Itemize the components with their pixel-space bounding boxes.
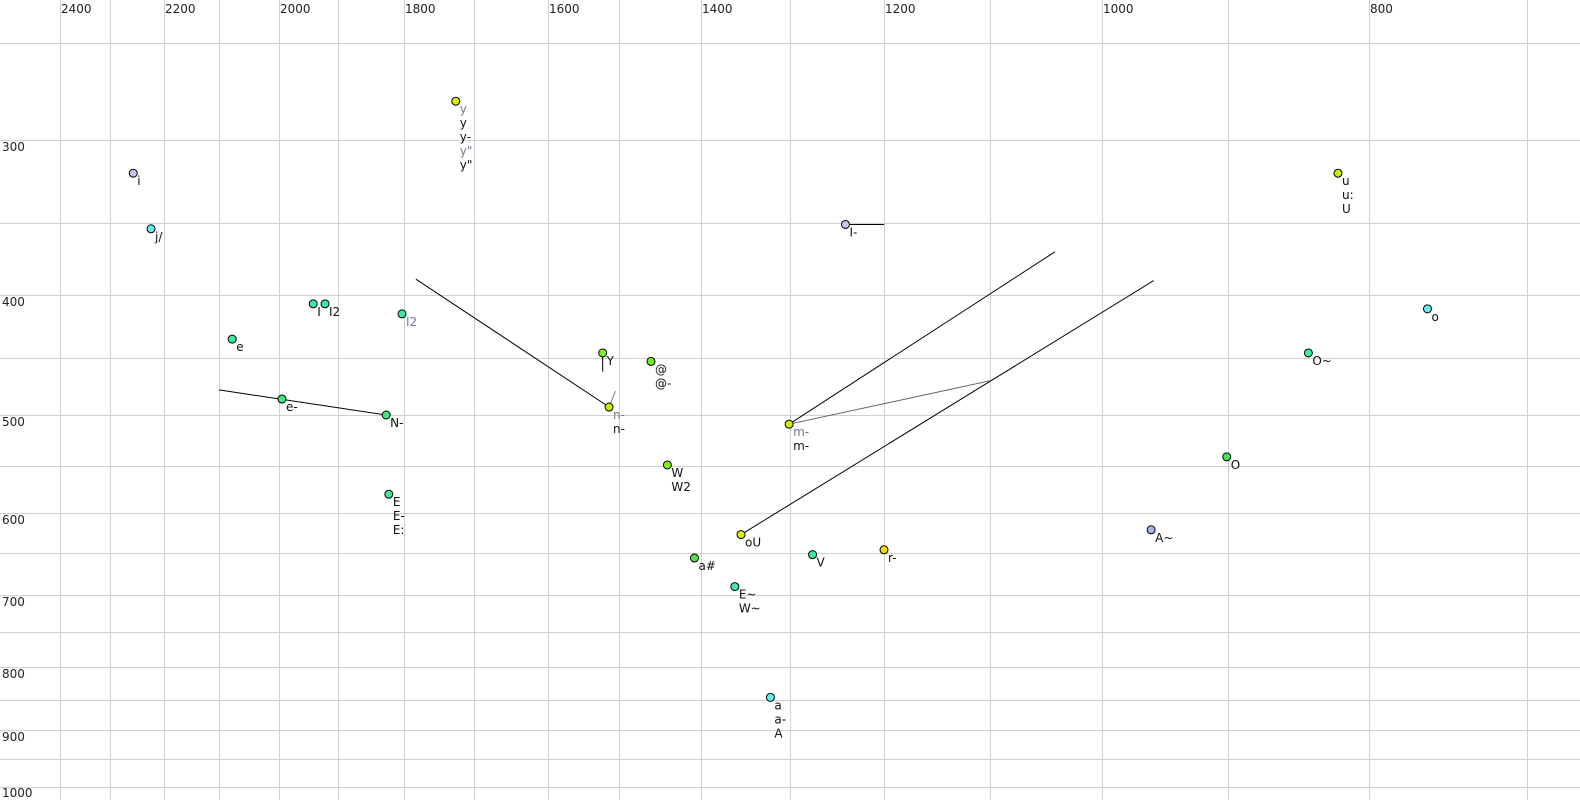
data-point [397,309,407,319]
point-label: a [774,698,781,712]
data-point [308,299,318,309]
point-label: I [317,305,321,319]
point-label: E: [393,523,405,537]
point-label: e [236,340,243,354]
data-point [128,168,138,178]
x-tick-label: 1200 [885,2,916,16]
data-point [381,410,391,420]
point-label: O [1231,458,1240,472]
points: ij/eI I2I2e-N-EE-E:yyy-y"y"Y@@-n-n-m-m-WW… [128,96,1439,740]
x-tick-label: 2000 [280,2,311,16]
point-label: o [1431,310,1438,324]
point-label: y [460,116,467,130]
data-point [689,553,699,563]
x-tick-label: 1000 [1103,2,1134,16]
trajectory-line [740,280,1154,536]
point-label: a# [698,559,715,573]
point-label: W2 [671,480,691,494]
point-label: N- [390,416,403,430]
data-point [662,460,672,470]
y-tick-label: 300 [2,140,25,154]
point-label: y" [460,144,473,158]
data-point [451,96,461,106]
data-point [227,334,237,344]
point-label: n- [613,408,625,422]
x-tick-label: 2200 [165,2,196,16]
data-point [1146,525,1156,535]
point-label: u [1342,174,1350,188]
point-label: E [393,495,401,509]
point-label: A [774,726,783,740]
point-label: U [1342,202,1351,216]
y-tick-label: 700 [2,595,25,609]
point-label: y [460,102,467,116]
y-tick-label: 1000 [2,786,33,800]
point-label: Y [606,354,615,368]
y-axis-ticks: 300 400 500 600 700 800 900 1000 [2,140,33,800]
point-label: y" [460,158,473,172]
data-point [646,356,656,366]
y-tick-label: 800 [2,667,25,681]
point-label: O~ [1312,354,1332,368]
trajectory-line [788,251,1056,425]
point-label: V [817,556,826,570]
point-label: E~ [739,588,757,602]
y-tick-label: 500 [2,415,25,429]
data-point [840,219,850,229]
x-tick-label: 800 [1370,2,1393,16]
data-point [320,299,330,309]
y-tick-label: 400 [2,295,25,309]
y-tick-label: 900 [2,730,25,744]
x-tick-label: 1400 [702,2,733,16]
trajectory-line [789,380,991,425]
point-label: W~ [739,602,761,616]
point-label: r- [888,551,897,565]
point-label: I2 [406,315,417,329]
data-point [1422,304,1432,314]
trajectories [218,223,1154,536]
point-label: @- [655,376,671,390]
data-point [808,550,818,560]
point-label: y- [460,130,471,144]
data-point [277,394,287,404]
point-label: oU [745,536,761,550]
point-label: i [137,174,140,188]
point-label: a- [774,712,786,726]
point-label: A~ [1155,531,1173,545]
data-point [384,489,394,499]
point-label: m- [793,425,809,439]
x-tick-label: 1800 [405,2,436,16]
data-point [1222,452,1232,462]
trajectory-line [218,389,387,416]
data-point [1303,348,1313,358]
point-label: e- [286,400,298,414]
data-point [1333,168,1343,178]
point-label: I- [849,225,857,239]
x-tick-label: 2400 [61,2,92,16]
data-point [604,402,614,412]
point-label: m- [793,439,809,453]
data-point [598,348,608,358]
data-point [765,692,775,702]
trajectory-line [415,278,610,408]
data-point [730,582,740,592]
point-label: E- [393,509,405,523]
point-label: u: [1342,188,1354,202]
point-label: j/ [154,230,163,244]
point-label: @ [655,362,667,376]
data-point [879,545,889,555]
x-axis-ticks: 2400 2200 2000 1800 1600 1400 1200 1000 800 [61,2,1393,16]
x-tick-label: 1600 [549,2,580,16]
data-point [784,419,794,429]
point-label: n- [613,422,625,436]
point-label: W [671,466,683,480]
point-label: I2 [329,305,340,319]
y-tick-label: 600 [2,513,25,527]
data-point [736,530,746,540]
data-point [146,224,156,234]
